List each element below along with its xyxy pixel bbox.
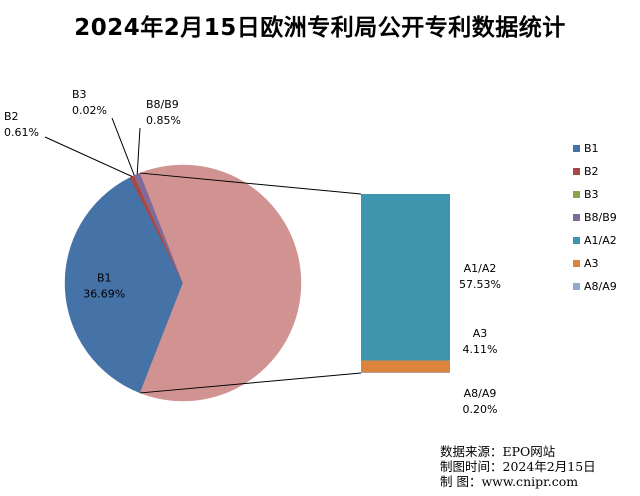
data-label-a8-a9-name: A8/A9 [464, 387, 497, 400]
connector-line-bottom [140, 372, 362, 394]
data-label-b8-b9-value: 0.85% [146, 114, 181, 127]
leader-line-b2 [44, 136, 133, 177]
source-line: 数据来源：EPO网站 [440, 444, 556, 459]
data-label-b8-b9-name: B8/B9 [146, 98, 179, 111]
author-line: 制 图：www.cnipr.com [440, 474, 579, 489]
data-label-a3-name: A3 [473, 327, 488, 340]
pie-slice-a-other [139, 164, 302, 402]
leader-line-b8-b9 [136, 127, 141, 175]
bar-segment-a3 [361, 360, 450, 373]
data-label-b1-value: 36.69% [83, 287, 125, 300]
legend-swatch-b3 [573, 191, 580, 198]
date-line: 制图时间：2024年2月15日 [440, 459, 596, 474]
legend-item-b3: B3 [584, 188, 599, 201]
legend-swatch-a8-a9 [573, 283, 580, 290]
data-label-b2-value: 0.61% [4, 126, 39, 139]
legend-item-a1-a2: A1/A2 [584, 234, 617, 247]
data-label-b2-name: B2 [4, 110, 19, 123]
legend-swatch-b1 [573, 145, 580, 152]
legend-swatch-b8-b9 [573, 214, 580, 221]
pie-slice-b1 [64, 177, 184, 394]
legend-swatch-a1-a2 [573, 237, 580, 244]
legend-item-b1: B1 [584, 142, 599, 155]
legend-swatch-a3 [573, 260, 580, 267]
legend-item-b2: B2 [584, 165, 599, 178]
source-note: 数据来源：EPO网站 制图时间：2024年2月15日 制 图：www.cnipr… [440, 444, 640, 489]
data-label-b1-name: B1 [97, 271, 112, 284]
bar-segment-a8-a9 [361, 372, 450, 374]
connector-line-top [140, 172, 362, 195]
chart-title: 2024年2月15日欧洲专利局公开专利数据统计 [74, 15, 566, 41]
legend-swatch-b2 [573, 168, 580, 175]
legend-item-a8-a9: A8/A9 [584, 280, 617, 293]
data-label-a1-a2-name: A1/A2 [464, 262, 497, 275]
data-label-b3-value: 0.02% [72, 104, 107, 117]
data-label-a8-a9-value: 0.20% [463, 403, 498, 416]
legend-item-a3: A3 [584, 257, 599, 270]
data-label-b3-name: B3 [72, 88, 87, 101]
legend-item-b8-b9: B8/B9 [584, 211, 617, 224]
bar-segment-a1-a2 [361, 194, 450, 361]
data-label-a1-a2-value: 57.53% [459, 278, 501, 291]
leader-line-b3 [111, 117, 135, 176]
data-label-a3-value: 4.11% [463, 343, 498, 356]
